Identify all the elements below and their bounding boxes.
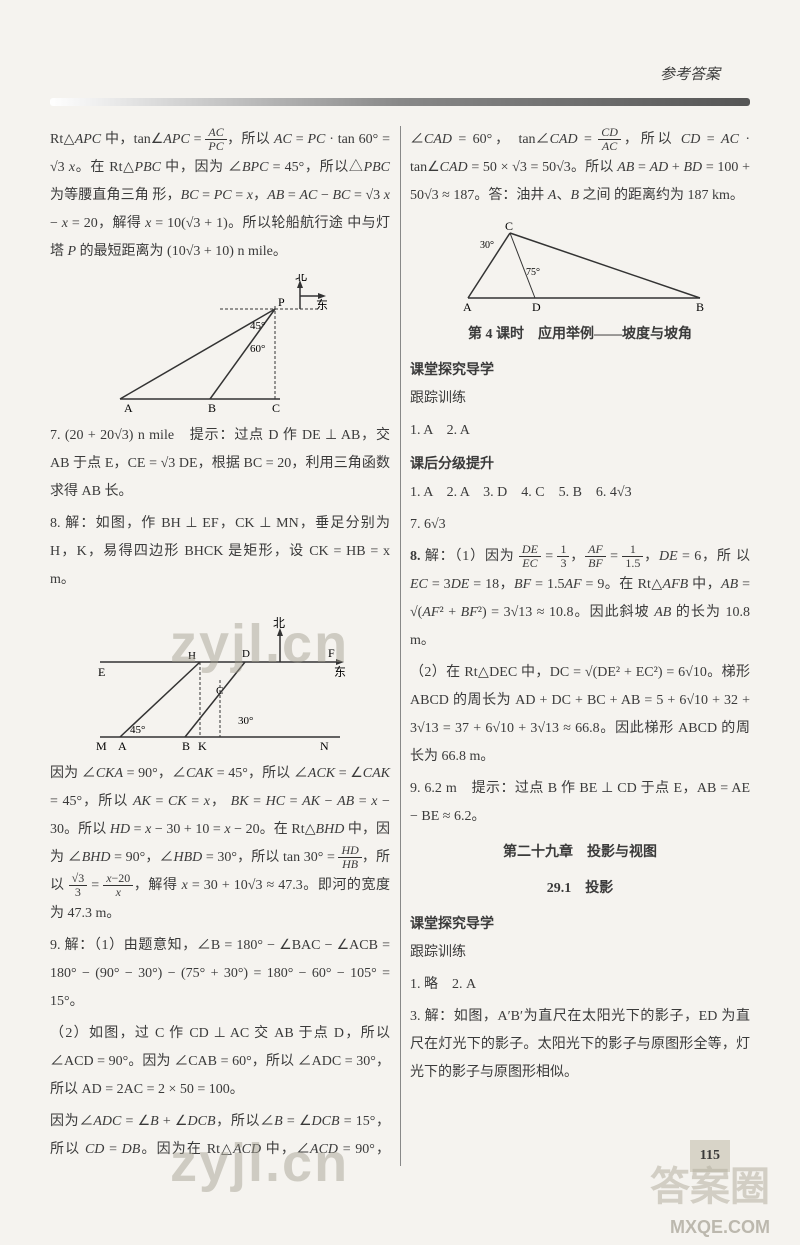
svg-text:60°: 60° xyxy=(250,343,265,355)
q9b: （2）如图，过 C 作 CD ⊥ AC 交 AB 于点 D，所以∠ACD = 9… xyxy=(50,1020,390,1104)
figure-2: E F M A B K N H D C 45° 30° 北 东 xyxy=(50,602,390,752)
q9a: 9. 解：（1）由题意知，∠B = 180° − ∠BAC − ∠ACB = 1… xyxy=(50,932,390,1016)
svg-text:F: F xyxy=(328,646,335,660)
s29-1: 29.1 投影 xyxy=(410,875,750,903)
figure-1: A B C P 45° 60° 北 东 xyxy=(50,274,390,414)
svg-text:C: C xyxy=(505,219,513,233)
left-p1: Rt△APC 中，tan∠APC = ACPC，所以 AC = PC · tan… xyxy=(50,126,390,266)
t2: 1. A 2. A 3. D 4. C 5. B 6. 4√3 xyxy=(410,479,750,507)
header-title: 参考答案 xyxy=(50,60,750,90)
svg-text:B: B xyxy=(208,401,216,414)
q8b: 因为 ∠CKA = 90°，∠CAK = 45°，所以 ∠ACK = ∠CAK … xyxy=(50,760,390,928)
lesson4-title: 第 4 课时 应用举例——坡度与坡角 xyxy=(410,321,750,349)
page-number: 115 xyxy=(690,1140,730,1172)
q9r: 9. 6.2 m 提示：过点 B 作 BE ⊥ CD 于点 E，AB = AE … xyxy=(410,775,750,831)
watermark-4: MXQE.COM xyxy=(670,1209,770,1245)
svg-text:45°: 45° xyxy=(130,724,145,736)
svg-text:东: 东 xyxy=(334,665,346,679)
svg-text:北: 北 xyxy=(273,616,285,630)
t4: 1. 略 2. A xyxy=(410,971,750,999)
svg-text:A: A xyxy=(463,300,472,313)
svg-text:D: D xyxy=(242,648,250,660)
genzong: 跟踪训练 xyxy=(410,385,750,413)
kehou-title: 课后分级提升 xyxy=(410,451,750,479)
t1: 1. A 2. A xyxy=(410,417,750,445)
svg-text:东: 东 xyxy=(316,298,328,312)
svg-text:30°: 30° xyxy=(238,715,253,727)
svg-text:M: M xyxy=(96,739,107,752)
chapter29: 第二十九章 投影与视图 xyxy=(410,839,750,867)
q8a: 8. 解：如图，作 BH ⊥ EF，CK ⊥ MN，垂足分别为 H，K，易得四边… xyxy=(50,510,390,594)
t3: 7. 6√3 xyxy=(410,511,750,539)
svg-text:45°: 45° xyxy=(250,320,265,332)
svg-text:H: H xyxy=(188,650,196,662)
q8r2: （2）在 Rt△DEC 中，DC = √(DE² + EC²) = 6√10。梯… xyxy=(410,659,750,771)
q3r: 3. 解：如图，A′B′为直尺在太阳光下的影子，ED 为直尺在灯光下的影子。太阳… xyxy=(410,1003,750,1087)
svg-text:A: A xyxy=(118,739,127,752)
svg-text:北: 北 xyxy=(295,274,307,283)
svg-text:C: C xyxy=(216,685,223,697)
genzong2: 跟踪训练 xyxy=(410,939,750,967)
svg-text:D: D xyxy=(532,300,541,313)
svg-text:P: P xyxy=(278,295,285,309)
q8r: 8. 解：（1）因为 DEEC = 13，AFBF = 11.5，DE = 6，… xyxy=(410,543,750,655)
page-footer: 115 xyxy=(690,1140,730,1172)
q7: 7. (20 + 20√3) n mile 提示：过点 D 作 DE ⊥ AB，… xyxy=(50,422,390,506)
svg-text:B: B xyxy=(696,300,704,313)
svg-text:B: B xyxy=(182,739,190,752)
svg-text:N: N xyxy=(320,739,329,752)
ketang2: 课堂探究导学 xyxy=(410,911,750,939)
svg-text:C: C xyxy=(272,401,280,414)
ketang-title: 课堂探究导学 xyxy=(410,357,750,385)
svg-text:30°: 30° xyxy=(480,240,494,251)
svg-text:K: K xyxy=(198,739,207,752)
svg-text:75°: 75° xyxy=(526,267,540,278)
header-rule xyxy=(50,98,750,106)
figure-3: A B C D 30° 75° xyxy=(410,218,750,313)
content-columns: Rt△APC 中，tan∠APC = ACPC，所以 AC = PC · tan… xyxy=(50,126,750,1166)
svg-text:E: E xyxy=(98,665,105,679)
svg-text:A: A xyxy=(124,401,133,414)
